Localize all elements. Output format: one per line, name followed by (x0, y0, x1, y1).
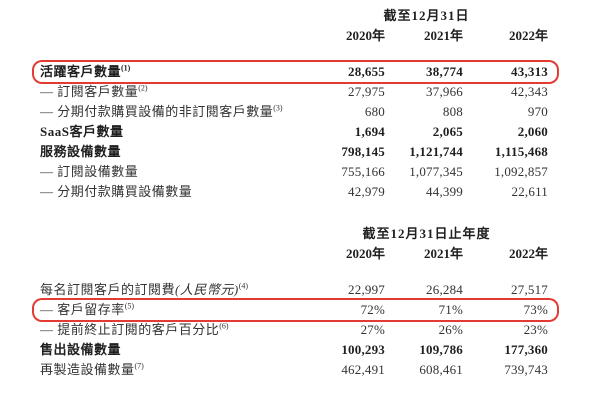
label-column-spacer (40, 26, 305, 46)
year-columns: 2020年 2021年 2022年 (305, 244, 548, 264)
row-label: 每名訂閱客戶的訂閱費(人民幣元)(4) (40, 281, 249, 297)
value-cell: 462,491 (341, 362, 385, 377)
table-header: 截至12月31日止年度 2020年 2021年 2022年 (34, 224, 557, 264)
value-cell: 72% (360, 302, 385, 317)
value-cell: 739,743 (504, 362, 548, 377)
value-cell: 22,997 (348, 282, 385, 297)
table-row: 再製造設備數量(7) 462,491 608,461 739,743 (34, 360, 557, 380)
row-label: 售出設備數量 (40, 342, 122, 357)
value-cell: 1,115,468 (494, 144, 548, 159)
value-cell: 37,966 (426, 84, 463, 99)
value-cell: 44,399 (426, 184, 463, 199)
row-label: 活躍客戶數量(1) (40, 63, 131, 79)
label-column-spacer (40, 224, 305, 244)
row-label: — 分期付款購買設備的非訂閱客戶數量(3) (40, 103, 283, 119)
row-label: — 訂閱客戶數量(2) (40, 83, 148, 99)
value-cell: 100,293 (341, 342, 385, 357)
table-row: 每名訂閱客戶的訂閱費(人民幣元)(4) 22,997 26,284 27,517 (34, 280, 557, 300)
footnote-marker: (2) (138, 83, 148, 93)
row-label-italic: (人民幣元) (175, 282, 239, 297)
table-row: — 訂閱客戶數量(2) 27,975 37,966 42,343 (34, 82, 557, 102)
footnote-marker: (4) (238, 281, 249, 291)
table-row: SaaS客戶數量 1,694 2,065 2,060 (34, 122, 557, 142)
period-header: 截至12月31日 (383, 8, 470, 23)
year-header-line: 2020年 2021年 2022年 (34, 26, 557, 46)
period-header: 截至12月31日止年度 (362, 226, 491, 241)
subscription-metrics-table: 截至12月31日止年度 2020年 2021年 2022年 每名訂閱客戶的訂閱費(人… (34, 224, 557, 380)
value-cell: 27,975 (348, 84, 385, 99)
year-column-header: 2020年 (345, 246, 385, 261)
value-cell: 608,461 (419, 362, 463, 377)
table-row: — 分期付款購買設備的非訂閱客戶數量(3) 680 808 970 (34, 102, 557, 122)
row-label: 服務設備數量 (40, 144, 122, 159)
table-row: 售出設備數量 100,293 109,786 177,360 (34, 340, 557, 360)
value-cell: 42,343 (511, 84, 548, 99)
table-body: 每名訂閱客戶的訂閱費(人民幣元)(4) 22,997 26,284 27,517 — 客… (34, 280, 557, 380)
value-cell: 26,284 (426, 282, 463, 297)
row-label: — 提前終止訂閱的客戶百分比(6) (40, 321, 229, 337)
row-label: — 客戶留存率(5) (40, 301, 135, 317)
customer-device-table: 截至12月31日 2020年 2021年 2022年 活躍客戶數量(1) 28,655… (34, 6, 557, 202)
value-cell: 27% (360, 322, 385, 337)
year-column-header: 2022年 (508, 246, 548, 261)
period-header-line: 截至12月31日 (34, 6, 557, 26)
table-body: 活躍客戶數量(1) 28,655 38,774 43,313 — 訂閱客戶數量(2) 27… (34, 62, 557, 202)
table-row: — 分期付款購買設備數量 42,979 44,399 22,611 (34, 182, 557, 202)
year-columns: 2020年 2021年 2022年 (305, 26, 548, 46)
table-row: 服務設備數量 798,145 1,121,744 1,115,468 (34, 142, 557, 162)
year-header-line: 2020年 2021年 2022年 (34, 244, 557, 264)
value-cell: 27,517 (511, 282, 548, 297)
value-cell: 680 (364, 104, 385, 119)
table-row-highlighted: 活躍客戶數量(1) 28,655 38,774 43,313 (34, 62, 557, 82)
period-header-line: 截至12月31日止年度 (34, 224, 557, 244)
table-row: — 提前終止訂閱的客戶百分比(6) 27% 26% 23% (34, 320, 557, 340)
value-cell: 23% (523, 322, 548, 337)
value-cell: 43,313 (511, 64, 548, 79)
footnote-marker: (1) (121, 63, 131, 73)
value-cell: 28,655 (348, 64, 385, 79)
footnote-marker: (5) (124, 301, 135, 311)
footnote-marker: (3) (273, 103, 283, 113)
label-column-spacer (40, 244, 305, 264)
value-cell: 26% (438, 322, 463, 337)
row-label: — 訂閱設備數量 (40, 164, 139, 179)
value-cell: 1,092,857 (494, 164, 548, 179)
footnote-marker: (7) (134, 361, 144, 371)
row-label: SaaS客戶數量 (40, 124, 124, 139)
year-column-header: 2020年 (345, 28, 385, 43)
label-column-spacer (40, 6, 305, 26)
value-cell: 42,979 (348, 184, 385, 199)
value-cell: 2,060 (517, 124, 548, 139)
value-cell: 38,774 (426, 64, 463, 79)
year-column-header: 2022年 (508, 28, 548, 43)
row-label: — 分期付款購買設備數量 (40, 184, 193, 199)
value-cell: 177,360 (504, 342, 548, 357)
value-cell: 1,077,345 (409, 164, 463, 179)
value-cell: 71% (438, 302, 463, 317)
value-cell: 755,166 (341, 164, 385, 179)
year-column-header: 2021年 (423, 28, 463, 43)
value-cell: 970 (527, 104, 548, 119)
value-cell: 1,694 (354, 124, 385, 139)
year-column-header: 2021年 (423, 246, 463, 261)
footnote-marker: (6) (219, 321, 229, 331)
value-cell: 2,065 (432, 124, 463, 139)
value-cell: 73% (523, 302, 548, 317)
table-row: — 訂閱設備數量 755,166 1,077,345 1,092,857 (34, 162, 557, 182)
table-header: 截至12月31日 2020年 2021年 2022年 (34, 6, 557, 46)
value-cell: 1,121,744 (409, 144, 463, 159)
table-row-highlighted: — 客戶留存率(5) 72% 71% 73% (34, 300, 557, 320)
value-cell: 798,145 (341, 144, 385, 159)
value-cell: 109,786 (419, 342, 463, 357)
row-label: 再製造設備數量(7) (40, 361, 144, 377)
value-cell: 808 (442, 104, 463, 119)
value-cell: 22,611 (511, 184, 548, 199)
